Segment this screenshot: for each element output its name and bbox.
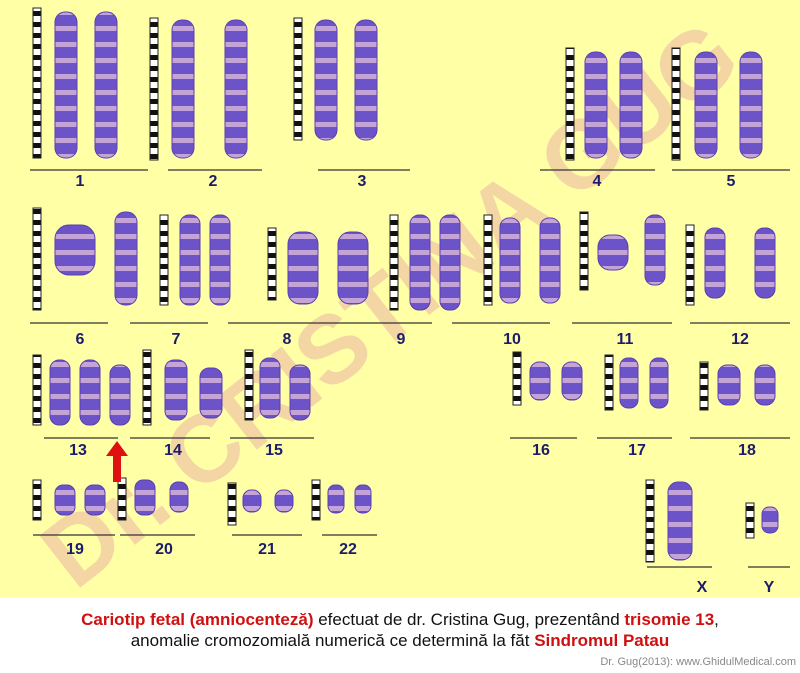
label: 20 [155,541,173,558]
label: 12 [731,331,749,348]
chromosomes [32,7,779,563]
caption: Cariotip fetal (amniocenteză) efectuat d… [0,597,800,673]
label: 5 [727,173,736,190]
label: 16 [532,442,550,459]
arrow [106,441,128,482]
label: 1 [76,173,85,190]
labels: 1 2 3 4 5 6 7 8 9 10 11 12 13 14 15 16 1… [66,173,775,596]
caption-emphasis: trisomie 13 [624,610,715,629]
label: 6 [76,331,85,348]
caption-line: anomalie cromozomială numerică ce determ… [0,630,800,651]
label: 22 [339,541,357,558]
label: Y [764,579,775,596]
caption-emphasis: Cariotip fetal (amniocenteză) [81,610,314,629]
label: 14 [164,442,182,459]
caption-line: Cariotip fetal (amniocenteză) efectuat d… [0,609,800,630]
label: 3 [358,173,367,190]
credit: Dr. Gug(2013): www.GhidulMedical.com [600,656,796,668]
caption-text: , [714,610,719,629]
caption-text: efectuat de dr. Cristina Gug, prezentând [313,610,625,629]
label: 15 [265,442,283,459]
label: 2 [209,173,218,190]
label: 8 [283,331,292,348]
label: 18 [738,442,756,459]
caption-emphasis: Sindromul Patau [534,631,670,650]
underlines [30,169,790,568]
label: 9 [397,331,406,348]
karyotype-image: Dr. CRISTINA GUG 1 2 [0,0,800,597]
caption-text: anomalie cromozomială numerică ce determ… [130,631,535,650]
label: 10 [503,331,521,348]
label: 21 [258,541,276,558]
label: 4 [593,173,602,190]
label: 7 [172,331,181,348]
label: 17 [628,442,646,459]
label: 13 [69,442,87,459]
label: 19 [66,541,84,558]
label: 11 [617,331,634,348]
label: X [697,579,708,596]
